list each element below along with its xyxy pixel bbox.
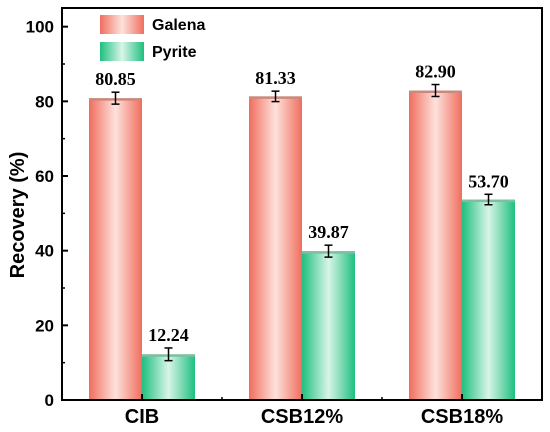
bar-pyrite — [462, 199, 515, 400]
y-tick-label: 80 — [35, 92, 54, 111]
y-tick-label: 100 — [26, 18, 54, 37]
bar-pyrite — [142, 354, 195, 400]
data-label: 82.90 — [415, 62, 456, 82]
x-tick-label: CSB12% — [261, 406, 343, 428]
bar-galena — [409, 90, 462, 401]
axes-group: 0 20 40 60 80 100 CIB CSB12% CSB18% — [26, 7, 543, 428]
data-label: 39.87 — [308, 222, 349, 242]
data-label: 81.33 — [255, 68, 296, 88]
y-tick-label: 20 — [35, 316, 54, 335]
bars-group — [89, 90, 515, 401]
legend: Galena Pyrite — [100, 15, 205, 61]
bar-galena — [89, 98, 142, 400]
y-tick-label: 40 — [35, 242, 54, 261]
bar-pyrite — [302, 251, 355, 400]
y-tick-label: 0 — [45, 391, 54, 410]
legend-swatch-pyrite — [100, 42, 144, 61]
y-tick-label: 60 — [35, 167, 54, 186]
legend-swatch-galena — [100, 15, 144, 34]
bar-galena — [249, 96, 302, 401]
data-label: 12.24 — [148, 325, 189, 345]
data-label: 53.70 — [468, 171, 509, 191]
legend-label: Galena — [152, 17, 205, 34]
x-tick-label: CIB — [125, 406, 159, 428]
y-axis-title: Recovery (%) — [7, 152, 29, 279]
data-labels-group: 80.85 12.24 81.33 39.87 82.90 53.70 — [95, 62, 509, 345]
data-label: 80.85 — [95, 69, 136, 89]
legend-label: Pyrite — [152, 44, 197, 61]
error-bars-group — [111, 83, 493, 362]
x-tick-label: CSB18% — [421, 406, 503, 428]
